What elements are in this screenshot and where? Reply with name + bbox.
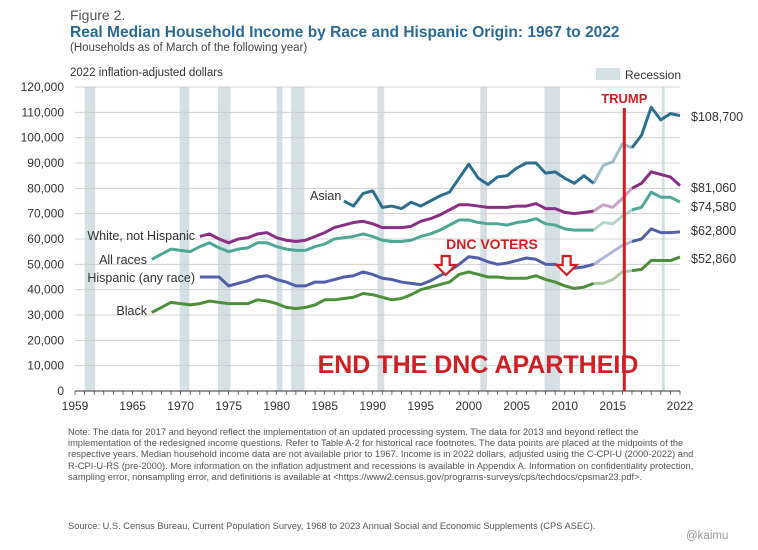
y-axis-label: 2022 inflation-adjusted dollars [70, 67, 223, 79]
white_not_hispanic-line-updated [631, 170, 682, 190]
y-tick-label: 60,000 [27, 232, 64, 246]
x-tick-label: 1990 [359, 399, 386, 413]
x-tick-label: 2005 [503, 399, 530, 413]
x-tick-label: 1975 [215, 399, 242, 413]
white_not_hispanic-name-label: White, not Hispanic [87, 229, 195, 243]
x-tick-label: 1959 [62, 399, 89, 413]
y-tick-label: 100,000 [21, 131, 65, 145]
y-tick-label: 80,000 [27, 181, 64, 195]
hispanic-end-label: $62,800 [691, 224, 736, 238]
x-tick-label: 1980 [263, 399, 290, 413]
asian-name-label: Asian [310, 189, 341, 203]
x-tick-label: 2022 [667, 399, 694, 413]
hispanic-line-redesign [592, 240, 633, 266]
down-arrow-icon [554, 254, 580, 277]
white_not_hispanic-end-label: $81,060 [691, 181, 736, 195]
black-line-updated [631, 255, 681, 273]
watermark: @kaimu [686, 530, 729, 542]
asian-line-redesign [592, 142, 633, 184]
all_races-name-label: All races [99, 253, 147, 267]
asian-line [343, 161, 595, 211]
x-tick-label: 2000 [455, 399, 482, 413]
figure-label: Figure 2. [70, 7, 126, 23]
y-tick-label: 90,000 [27, 156, 64, 170]
y-tick-label: 110,000 [22, 105, 65, 119]
asian-line-updated [630, 105, 681, 149]
x-tick-label: 2010 [551, 399, 578, 413]
black-line [151, 270, 595, 314]
x-tick-label: 1985 [311, 399, 338, 413]
hispanic-name-label: Hispanic (any race) [87, 271, 195, 285]
black-end-label: $52,860 [691, 252, 736, 266]
y-tick-label: 0 [57, 384, 64, 398]
chart-subtitle: (Households as of March of the following… [70, 42, 308, 54]
all_races-line-redesign [592, 208, 633, 232]
y-tick-label: 30,000 [27, 308, 64, 322]
y-tick-label: 40,000 [27, 283, 64, 297]
chart-source: Source: U.S. Census Bureau, Current Popu… [68, 521, 596, 531]
x-tick-label: 1965 [119, 399, 146, 413]
all_races-end-label: $74,580 [691, 200, 736, 214]
trump-label: TRUMP [601, 91, 648, 106]
y-tick-label: 70,000 [27, 207, 64, 221]
x-tick-label: 1970 [167, 399, 194, 413]
y-tick-label: 20,000 [27, 333, 64, 347]
x-tick-label: 2015 [599, 399, 626, 413]
chart-note: Note: The data for 2017 and beyond refle… [68, 427, 694, 482]
white_not_hispanic-line-redesign [592, 187, 634, 213]
white_not_hispanic-line [199, 202, 594, 245]
dnc-voters-label: DNC VOTERS [446, 236, 538, 252]
all_races-line [151, 217, 594, 261]
headline-overlay: END THE DNC APARTHEID [318, 351, 639, 379]
asian-end-label: $108,700 [691, 110, 743, 124]
chart-title: Real Median Household Income by Race and… [70, 24, 620, 41]
black-name-label: Black [116, 304, 147, 318]
x-tick-label: 1995 [407, 399, 434, 413]
y-tick-label: 10,000 [27, 359, 64, 373]
legend-recession-swatch [596, 68, 620, 80]
hispanic-line-updated [631, 227, 681, 243]
hispanic-line [199, 255, 594, 288]
y-tick-label: 50,000 [27, 257, 64, 271]
y-tick-label: 120,000 [21, 80, 65, 94]
legend-recession-label: Recession [625, 68, 681, 82]
down-arrow-icon [433, 254, 459, 277]
black-line-redesign [593, 269, 633, 285]
all_races-line-updated [631, 190, 681, 212]
